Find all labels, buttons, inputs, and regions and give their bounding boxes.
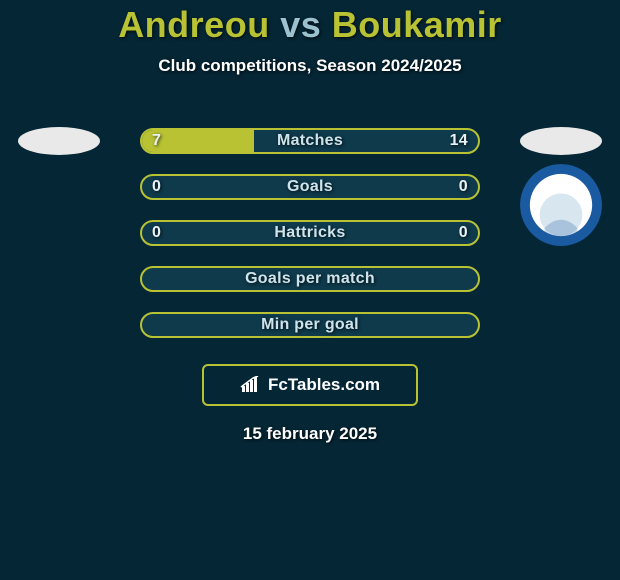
page-title: Andreou vs Boukamir — [0, 4, 620, 46]
brand-text: FcTables.com — [268, 375, 380, 395]
stat-bar: Hattricks0 0 — [140, 220, 480, 246]
brand-suffix: Tables.com — [288, 375, 380, 394]
comparison-card: Andreou vs Boukamir Club competitions, S… — [0, 0, 620, 580]
brand-chart-icon — [240, 376, 262, 394]
svg-text:ΠΑΦΟΣ: ΠΑΦΟΣ — [540, 181, 582, 193]
stat-row: Min per goal — [0, 302, 620, 348]
stat-value-left: 0 — [152, 222, 161, 244]
subtitle: Club competitions, Season 2024/2025 — [0, 56, 620, 76]
player-avatar-left — [18, 127, 100, 155]
stat-row: Hattricks0 0 — [0, 210, 620, 256]
stat-label: Goals — [142, 176, 478, 198]
stat-bar: Goals per match — [140, 266, 480, 292]
stat-label: Goals per match — [142, 268, 478, 290]
brand-prefix: Fc — [268, 375, 288, 394]
player-left-name: Andreou — [118, 4, 270, 45]
stat-row: Goals per match — [0, 256, 620, 302]
brand-badge[interactable]: FcTables.com — [202, 364, 418, 406]
player-avatar-right — [520, 127, 602, 155]
player-right-name: Boukamir — [332, 4, 502, 45]
stats-rows: Matches714Goals00ΠΑΦΟΣHattricks00Goals p… — [0, 118, 620, 348]
stat-label: Matches — [142, 130, 478, 152]
stat-value-right: 14 — [450, 130, 468, 152]
stat-bar: Matches7 14 — [140, 128, 480, 154]
stat-value-left: 0 — [152, 176, 161, 198]
footer-date: 15 february 2025 — [0, 424, 620, 444]
stat-label: Hattricks — [142, 222, 478, 244]
stat-bar: Goals0 0 — [140, 174, 480, 200]
stat-row: Goals0 0 ΠΑΦΟΣ — [0, 164, 620, 210]
stat-value-left: 7 — [152, 130, 161, 152]
stat-bar: Min per goal — [140, 312, 480, 338]
stat-value-right: 0 — [459, 222, 468, 244]
title-vs: vs — [280, 4, 321, 45]
stat-value-right: 0 — [459, 176, 468, 198]
stat-label: Min per goal — [142, 314, 478, 336]
stat-row: Matches7 14 — [0, 118, 620, 164]
